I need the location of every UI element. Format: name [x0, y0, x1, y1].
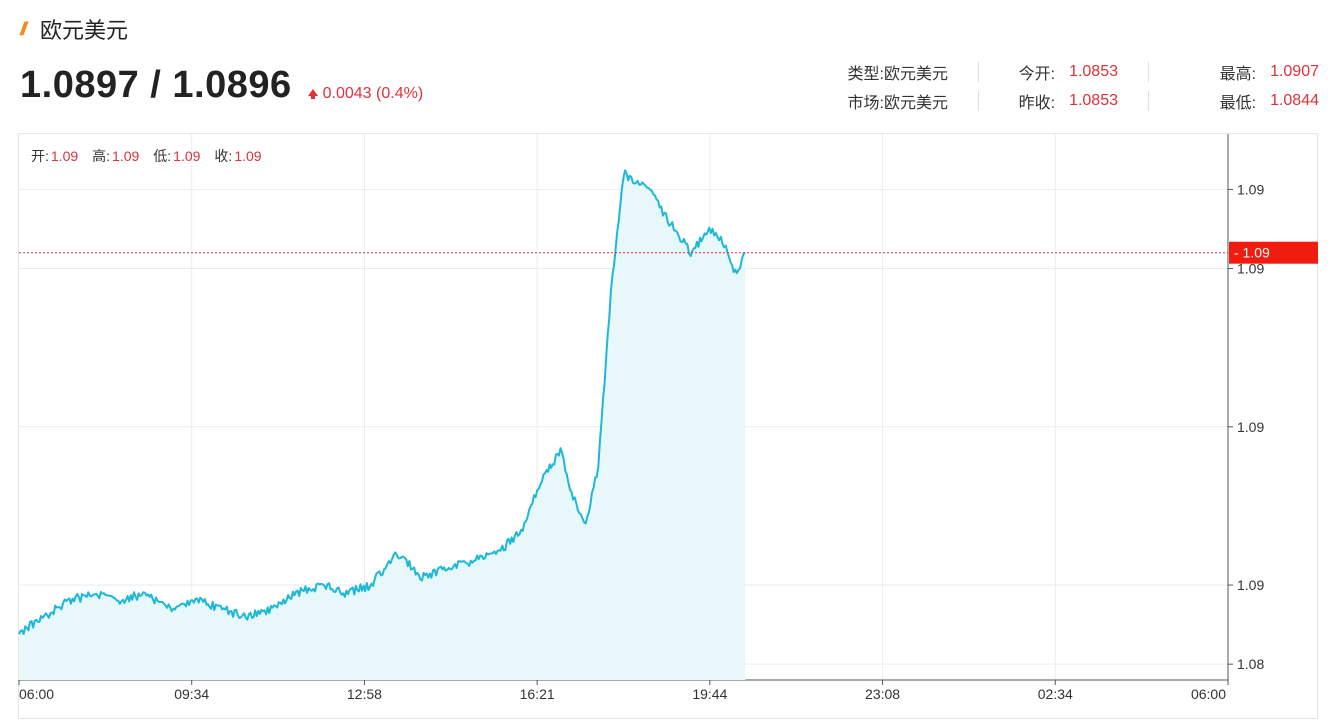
- y-tick-label: 1.09: [1237, 577, 1264, 593]
- high-label: 最高:: [1219, 66, 1257, 83]
- ohlc-close-value: 1.09: [234, 148, 262, 164]
- price-area: [19, 170, 746, 681]
- y-tick-label: 1.09: [1237, 181, 1264, 197]
- prev-close-value: 1.0853: [1069, 92, 1118, 109]
- current-price-tag: [1229, 241, 1318, 264]
- ohlc-high-value: 1.09: [112, 148, 140, 164]
- x-tick-label: 06:00: [1191, 686, 1226, 702]
- quote-info-grid: 类型: 欧元美元 今开: 1.0853 最高: 1.0907 市场: 欧元美元 …: [809, 62, 1319, 112]
- ohlc-open-label: 开:: [31, 148, 49, 164]
- x-tick-label: 19:44: [692, 686, 727, 702]
- type-value: 欧元美元: [883, 66, 948, 83]
- title-bar: // 欧元美元: [20, 14, 128, 44]
- x-tick-label: 06:00: [19, 686, 54, 702]
- y-tick-label: 1.09: [1237, 419, 1264, 435]
- ohlc-close-label: 收:: [214, 148, 233, 164]
- high-cell: 最高: 1.0907: [1149, 62, 1319, 83]
- ohlc-open-value: 1.09: [50, 148, 79, 164]
- y-tick-label: 1.08: [1237, 656, 1264, 672]
- type-label: 类型:: [847, 66, 884, 83]
- ohlc-high-label: 高:: [92, 148, 111, 164]
- market-cell: 市场: 欧元美元: [809, 91, 979, 112]
- low-cell: 最低: 1.0844: [1149, 91, 1319, 112]
- price-line: [18, 169, 746, 635]
- page-title: 欧元美元: [40, 18, 129, 43]
- x-tick-label: 09:34: [174, 686, 209, 702]
- market-label: 市场:: [847, 95, 884, 112]
- type-cell: 类型: 欧元美元: [809, 62, 979, 83]
- x-tick-label: 12:58: [347, 686, 382, 702]
- brand-mark-icon: //: [20, 18, 27, 39]
- ohlc-open: 开: 1.09: [31, 146, 78, 166]
- ohlc-low-value: 1.09: [173, 148, 201, 164]
- low-label: 最低:: [1219, 95, 1257, 112]
- x-tick-label: 16:21: [520, 686, 555, 702]
- x-tick-label: 23:08: [865, 686, 900, 702]
- bid-ask-price: 1.0897 / 1.0896: [20, 64, 292, 106]
- ohlc-close: 收: 1.09: [214, 146, 261, 166]
- low-value: 1.0844: [1270, 92, 1319, 109]
- ohlc-low-label: 低:: [153, 148, 172, 164]
- arrow-up-icon: [307, 89, 318, 99]
- ohlc-readout: 开: 1.09 高: 1.09 低: 1.09 收: 1.09: [31, 146, 262, 166]
- chart-frame[interactable]: [18, 133, 1318, 719]
- prev-close-label: 昨收:: [1018, 95, 1056, 112]
- market-value: 欧元美元: [883, 95, 948, 112]
- open-cell: 今开: 1.0853: [979, 62, 1149, 83]
- price-row: 1.0897 / 1.0896 0.0043 (0.4%): [20, 64, 423, 107]
- current-price-label: - 1.09: [1234, 245, 1270, 261]
- ohlc-high: 高: 1.09: [92, 146, 139, 166]
- price-change-value: 0.0043 (0.4%): [322, 84, 424, 102]
- prev-close-cell: 昨收: 1.0853: [979, 91, 1149, 112]
- y-tick-label: 1.09: [1237, 261, 1264, 277]
- x-tick-label: 02:34: [1038, 686, 1073, 702]
- ohlc-low: 低: 1.09: [153, 146, 200, 166]
- open-label: 今开:: [1018, 66, 1056, 83]
- high-value: 1.0907: [1270, 63, 1319, 80]
- price-change: 0.0043 (0.4%): [307, 84, 424, 103]
- open-value: 1.0853: [1069, 63, 1118, 80]
